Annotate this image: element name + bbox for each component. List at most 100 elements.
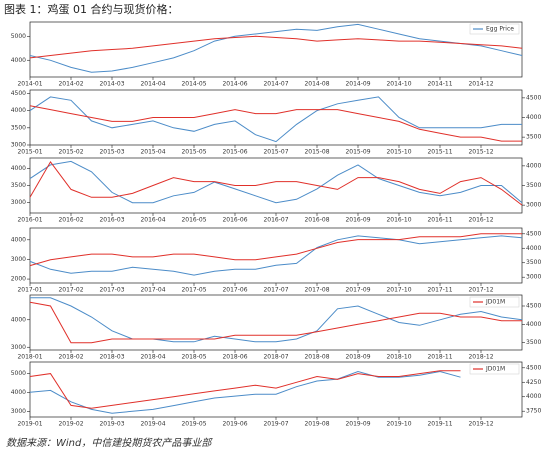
x-tick-label: 2019-04 [140,421,165,428]
x-tick-label: 2017-03 [99,287,124,294]
panel-frame [29,89,523,146]
x-tick-label: 2019-02 [58,421,83,428]
x-tick-label: 2017-07 [263,287,288,294]
y-tick-label: 4500 [11,90,26,97]
x-tick-label: 2017-01 [17,287,42,294]
x-tick-label: 2018-12 [468,354,493,361]
x-tick-label: 2016-07 [263,217,288,224]
y2-tick-label: 3000 [526,274,541,281]
x-tick-label: 2017-02 [58,287,83,294]
y-tick-label: 3000 [11,199,26,206]
x-tick-label: 2014-12 [468,81,493,88]
x-tick-label: 2016-12 [468,217,493,224]
x-tick-label: 2015-07 [263,149,288,156]
x-tick-label: 2016-04 [140,217,165,224]
price-line [29,23,523,73]
x-tick-label: 2015-03 [99,149,124,156]
y-tick-label: 5000 [11,370,26,377]
y2-tick-label: 4000 [526,245,541,252]
x-tick-label: 2018-05 [181,354,206,361]
x-tick-label: 2019-06 [222,421,247,428]
x-tick-label: 2019-11 [427,421,452,428]
y2-tick-label: 4000 [526,393,541,400]
x-tick-label: 2017-08 [304,287,329,294]
price-line [29,235,523,276]
x-tick-label: 2016-09 [345,217,370,224]
price-line [29,233,522,267]
x-tick-label: 2014-10 [386,81,411,88]
y2-tick-label: 3500 [526,134,541,141]
y-tick-label: 4000 [11,236,26,243]
x-tick-label: 2017-06 [222,287,247,294]
x-tick-label: 2015-04 [140,149,165,156]
x-tick-label: 2015-01 [17,149,42,156]
price-line [29,301,522,344]
x-tick-label: 2018-06 [222,354,247,361]
legend-label: JD01M [485,366,505,373]
y-tick-label: 4000 [11,389,26,396]
x-tick-label: 2018-02 [58,354,83,361]
x-tick-label: 2017-12 [468,287,493,294]
x-tick-label: 2019-09 [345,421,370,428]
x-tick-label: 2019-10 [386,421,411,428]
y2-tick-label: 4500 [526,230,541,237]
x-tick-label: 2014-04 [140,81,165,88]
x-tick-label: 2014-08 [304,81,329,88]
x-tick-label: 2016-03 [99,217,124,224]
x-tick-label: 2016-10 [386,217,411,224]
price-line [29,105,522,142]
x-tick-label: 2014-05 [181,81,206,88]
x-tick-label: 2014-02 [58,81,83,88]
y-tick-label: 4000 [11,57,26,64]
x-tick-label: 2014-06 [222,81,247,88]
y2-tick-label: 3000 [526,202,541,209]
y-tick-label: 4000 [11,107,26,114]
y-tick-label: 3000 [11,142,26,149]
y-tick-label: 3000 [11,408,26,415]
x-tick-label: 2019-01 [17,421,42,428]
x-tick-label: 2017-10 [386,287,411,294]
y2-tick-label: 4000 [526,162,541,169]
x-tick-label: 2015-05 [181,149,206,156]
y2-tick-label: 4000 [526,114,541,121]
x-tick-label: 2014-11 [427,81,452,88]
x-tick-label: 2014-01 [17,81,42,88]
x-tick-label: 2016-01 [17,217,42,224]
x-tick-label: 2016-11 [427,217,452,224]
y-tick-label: 5000 [11,33,26,40]
x-tick-label: 2014-07 [263,81,288,88]
x-tick-label: 2015-12 [468,149,493,156]
source-note: 数据来源：Wind，中信建投期货农产品事业部 [6,437,213,449]
x-tick-label: 2015-09 [345,149,370,156]
x-tick-label: 2019-12 [468,421,493,428]
y-tick-label: 4000 [11,316,26,323]
x-tick-label: 2018-03 [99,354,124,361]
y-tick-label: 3500 [11,182,26,189]
x-tick-label: 2018-10 [386,354,411,361]
x-tick-label: 2014-09 [345,81,370,88]
x-tick-label: 2019-05 [181,421,206,428]
price-line [29,370,461,414]
x-tick-label: 2016-05 [181,217,206,224]
x-tick-label: 2016-06 [222,217,247,224]
y2-tick-label: 3500 [526,259,541,266]
x-tick-label: 2018-01 [17,354,42,361]
x-tick-label: 2015-11 [427,149,452,156]
x-tick-label: 2018-09 [345,354,370,361]
y2-tick-label: 4500 [526,303,541,310]
price-line [29,160,523,206]
x-tick-label: 2015-08 [304,149,329,156]
y-tick-label: 3000 [11,256,26,263]
legend-box [469,296,520,308]
price-line [30,297,523,343]
x-tick-label: 2019-03 [99,421,124,428]
price-line [29,96,522,143]
y2-tick-label: 3500 [526,182,541,189]
price-line [29,35,523,59]
x-tick-label: 2018-11 [427,354,452,361]
chart-title: 图表 1：鸡蛋 01 合约与现货价格： [4,2,178,16]
y2-tick-label: 3750 [526,408,541,415]
x-tick-label: 2017-11 [427,287,452,294]
y2-tick-label: 4500 [526,364,541,371]
